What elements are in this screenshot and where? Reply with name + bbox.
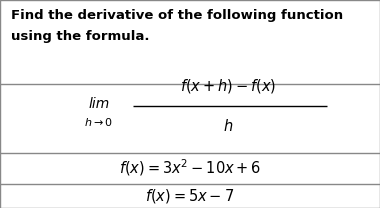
- Text: using the formula.: using the formula.: [11, 30, 150, 43]
- Text: $h\rightarrow0$: $h\rightarrow0$: [84, 116, 113, 128]
- Text: $f(x + h) - f(x)$: $f(x + h) - f(x)$: [180, 77, 276, 95]
- Text: $f(x) = 3x^2 - 10x + 6$: $f(x) = 3x^2 - 10x + 6$: [119, 157, 261, 178]
- Text: Find the derivative of the following function: Find the derivative of the following fun…: [11, 9, 344, 22]
- Text: lim: lim: [88, 97, 109, 111]
- Text: $f(x) = 5x - 7$: $f(x) = 5x - 7$: [146, 187, 234, 204]
- Text: $h$: $h$: [223, 118, 233, 134]
